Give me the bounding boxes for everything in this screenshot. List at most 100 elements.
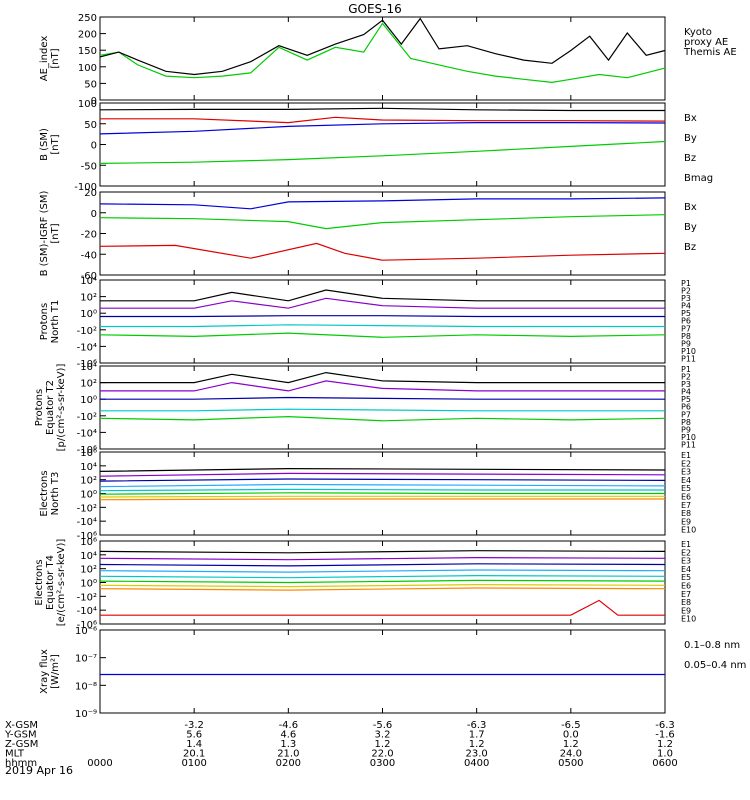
series-line-e8: [99, 587, 666, 591]
panel-frame: [99, 540, 666, 625]
legend-label: E4: [681, 565, 691, 574]
y-tick-label: -10⁴: [77, 606, 97, 617]
legend-label: P10: [681, 433, 696, 442]
y-tick-label: 10⁰: [80, 395, 97, 406]
legend-label: P4: [681, 388, 691, 397]
footer-first-time: 0000: [87, 758, 112, 769]
legend-label: E8: [681, 598, 691, 607]
footer-value: 1.7: [469, 730, 485, 741]
y-axis-title: [W/m²]: [50, 654, 61, 689]
legend-label: E3: [681, 468, 691, 477]
legend-label: E4: [681, 476, 691, 485]
legend-label: P5: [681, 395, 691, 404]
series-line-e7: [99, 583, 666, 588]
y-tick-label: 150: [78, 46, 97, 57]
legend-label: P1: [681, 365, 691, 374]
y-tick-label: 10⁶: [80, 537, 97, 548]
panel-4: -10⁶ -10⁴ -10² 10⁰ 10² 10⁴ Protons North T1 P1P2…: [39, 276, 696, 370]
footer-label: MLT: [5, 749, 25, 760]
y-tick-label: 10⁻⁸: [75, 681, 97, 692]
y-tick-label: -10²: [77, 592, 97, 603]
y-tick-label: -10⁴: [77, 342, 97, 353]
legend-label: P2: [681, 287, 691, 296]
y-axis-title: [p/(cm²-s-sr-keV)]: [56, 364, 67, 452]
footer-value: 3.2: [375, 730, 391, 741]
legend-label: Kyoto: [684, 27, 712, 38]
y-tick-label: 10⁴: [80, 551, 97, 562]
footer-value: 0200: [276, 758, 301, 769]
legend-label: Themis AE: [683, 47, 737, 58]
footer-value: 0.0: [563, 730, 579, 741]
y-axis-title: [nT]: [50, 48, 61, 68]
y-tick-label: 100: [78, 99, 97, 110]
legend-label: E5: [681, 573, 691, 582]
y-tick-label: 200: [78, 30, 97, 41]
legend-label: P2: [681, 373, 691, 382]
footer-value: 21.0: [277, 749, 299, 760]
footer-value: 1.0: [657, 749, 673, 760]
series-line-e2: [99, 556, 666, 561]
y-tick-label: -10²: [77, 412, 97, 423]
y-axis-title: B (SM)-IGRF (SM): [39, 191, 50, 277]
footer-value: 22.0: [371, 749, 393, 760]
series-line-by: [99, 140, 666, 164]
y-tick-label: -10⁴: [77, 517, 97, 528]
y-axis-title: Electrons: [34, 559, 45, 605]
y-axis-title: [e/(cm²-s-sr-keV)]: [56, 539, 67, 627]
panel-3: -60 -40 -20 0 20 B (SM)-IGRF (SM) [nT] Bx By Bz: [39, 188, 697, 282]
panel-7: -10⁶ -10⁴ -10² 10⁰ 10² 10⁴ 10⁶ Electrons Equator…: [34, 537, 696, 631]
legend-label: P10: [681, 347, 696, 356]
y-tick-label: 250: [78, 13, 97, 24]
footer-value: 0400: [464, 758, 489, 769]
footer-value: 1.3: [280, 739, 296, 750]
legend-label: Bz: [684, 242, 696, 253]
legend-label: P7: [681, 324, 691, 333]
y-tick-label: -20: [81, 230, 97, 241]
y-tick-label: -10⁴: [77, 428, 97, 439]
y-axis-title: Protons: [39, 303, 50, 340]
y-axis-title: Equator T2: [45, 380, 56, 435]
series-line-bx: [99, 197, 666, 210]
legend-label: Bz: [684, 153, 696, 164]
series-line-themis-ae: [99, 17, 666, 76]
legend-label: E2: [681, 548, 691, 557]
y-tick-label: 10⁻⁷: [75, 654, 97, 665]
legend-label: P5: [681, 309, 691, 318]
y-tick-label: -40: [81, 250, 97, 261]
legend-label: P11: [681, 354, 696, 363]
legend-label: P3: [681, 294, 691, 303]
y-tick-label: 10⁰: [80, 309, 97, 320]
footer-value: -1.6: [655, 730, 675, 741]
legend-label: Bx: [684, 202, 697, 213]
y-tick-label: 100: [78, 63, 97, 74]
footer-value: 1.2: [469, 739, 485, 750]
footer-value: -6.5: [561, 720, 581, 731]
legend-label: P6: [681, 403, 691, 412]
legend-label: P8: [681, 418, 691, 427]
legend-label: P8: [681, 332, 691, 341]
footer-label: Y-GSM: [4, 730, 37, 741]
y-tick-label: 10⁴: [80, 462, 97, 473]
footer-value: 24.0: [560, 749, 582, 760]
footer-value: -4.6: [279, 720, 299, 731]
y-tick-label: -10⁶: [77, 620, 97, 631]
y-tick-label: 0: [91, 96, 97, 107]
panel-frame: [99, 629, 666, 714]
series-line-p4: [100, 408, 665, 412]
legend-label: E7: [681, 590, 691, 599]
legend-label: 0.05–0.4 nm: [684, 660, 746, 671]
series-line-bx: [99, 121, 666, 135]
legend-label: By: [684, 222, 697, 233]
legend-label: E6: [681, 493, 691, 502]
y-tick-label: 10⁴: [80, 276, 97, 287]
footer-value: 0300: [370, 758, 395, 769]
y-axis-title: Equator T4: [45, 555, 56, 610]
legend-label: P4: [681, 302, 691, 311]
legend-label: E10: [681, 615, 696, 624]
legend-label: P11: [681, 440, 696, 449]
y-tick-label: 10²: [80, 379, 97, 390]
y-tick-label: 10⁶: [80, 448, 97, 459]
y-axis-title: [nT]: [50, 223, 61, 243]
footer-value: -6.3: [467, 720, 487, 731]
